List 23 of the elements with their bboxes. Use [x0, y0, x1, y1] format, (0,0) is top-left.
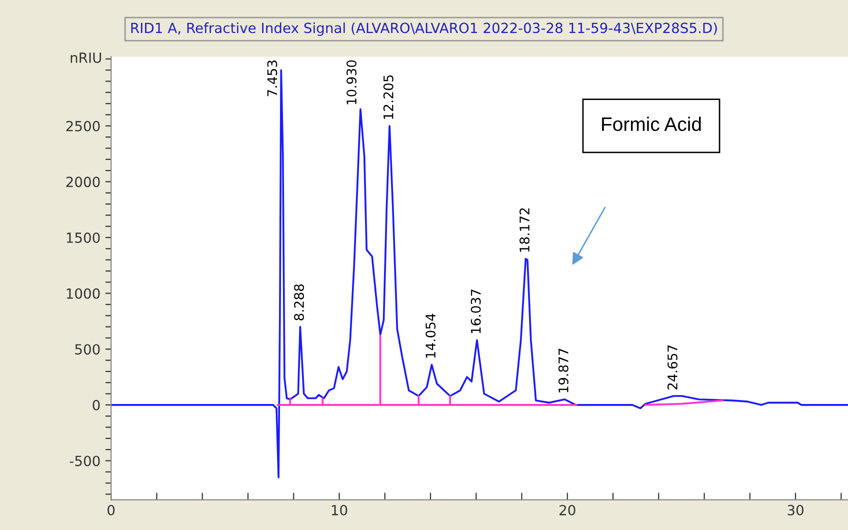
y-tick-label: 1500 [66, 232, 100, 243]
y-tick-label: -500 [70, 456, 100, 466]
y-tick-label: 2000 [66, 176, 100, 188]
y-axis-title: nRIU [70, 52, 102, 63]
annotation: 10.930 [346, 60, 357, 104]
y-tick-label: 1000 [66, 288, 100, 299]
y-tick-label: 2500 [66, 120, 100, 132]
annotation: 19.877 [558, 348, 568, 392]
annotation: 24.657 [667, 345, 678, 390]
annotation: 16.037 [470, 290, 481, 334]
annotation: 12.205 [383, 75, 394, 119]
y-tick-label: 500 [75, 344, 100, 355]
x-tick-label: 30 [788, 504, 804, 516]
y-tick-label: 0 [92, 400, 100, 410]
annotation: 14.054 [426, 314, 436, 358]
annotation: Formic Acid [602, 116, 701, 132]
chart-title: RID1 A, Refractive Index Signal (ALVARO\ALVARO1 2022-03-28 11-59-43\EXP28S5.D) [131, 22, 717, 36]
x-tick-label: 20 [560, 504, 576, 516]
x-tick-label: 0 [108, 504, 115, 516]
annotation: 7.453 [267, 60, 278, 96]
annotation: 8.288 [294, 284, 304, 320]
x-tick-label: 10 [332, 504, 348, 516]
annotation: 18.172 [520, 208, 530, 252]
